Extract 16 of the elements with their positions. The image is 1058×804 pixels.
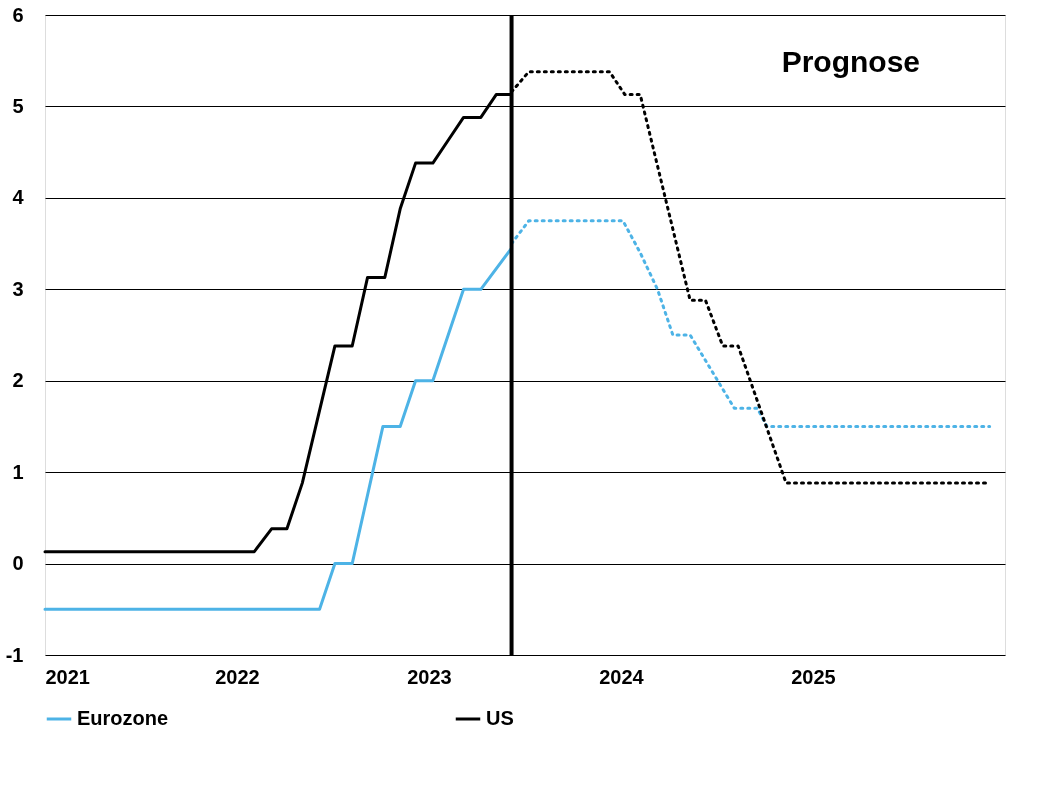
x-tick-label: 2024 (599, 665, 645, 688)
legend-label: US (486, 707, 514, 729)
y-tick-label: 3 (12, 277, 24, 300)
x-tick-label: 2022 (215, 665, 260, 688)
legend-label: Eurozone (77, 707, 169, 729)
y-tick-label: 0 (12, 552, 24, 575)
annotation: Prognose (781, 45, 920, 78)
x-tick-label: 2021 (45, 665, 90, 688)
y-tick-label: 6 (12, 3, 24, 26)
y-tick-label: -1 (5, 643, 24, 666)
y-tick-label: 1 (12, 460, 24, 483)
y-tick-label: 2 (12, 369, 24, 392)
y-tick-label: 5 (12, 94, 24, 117)
y-tick-label: 4 (12, 186, 25, 209)
x-tick-label: 2023 (407, 665, 452, 688)
x-tick-label: 2025 (791, 665, 836, 688)
